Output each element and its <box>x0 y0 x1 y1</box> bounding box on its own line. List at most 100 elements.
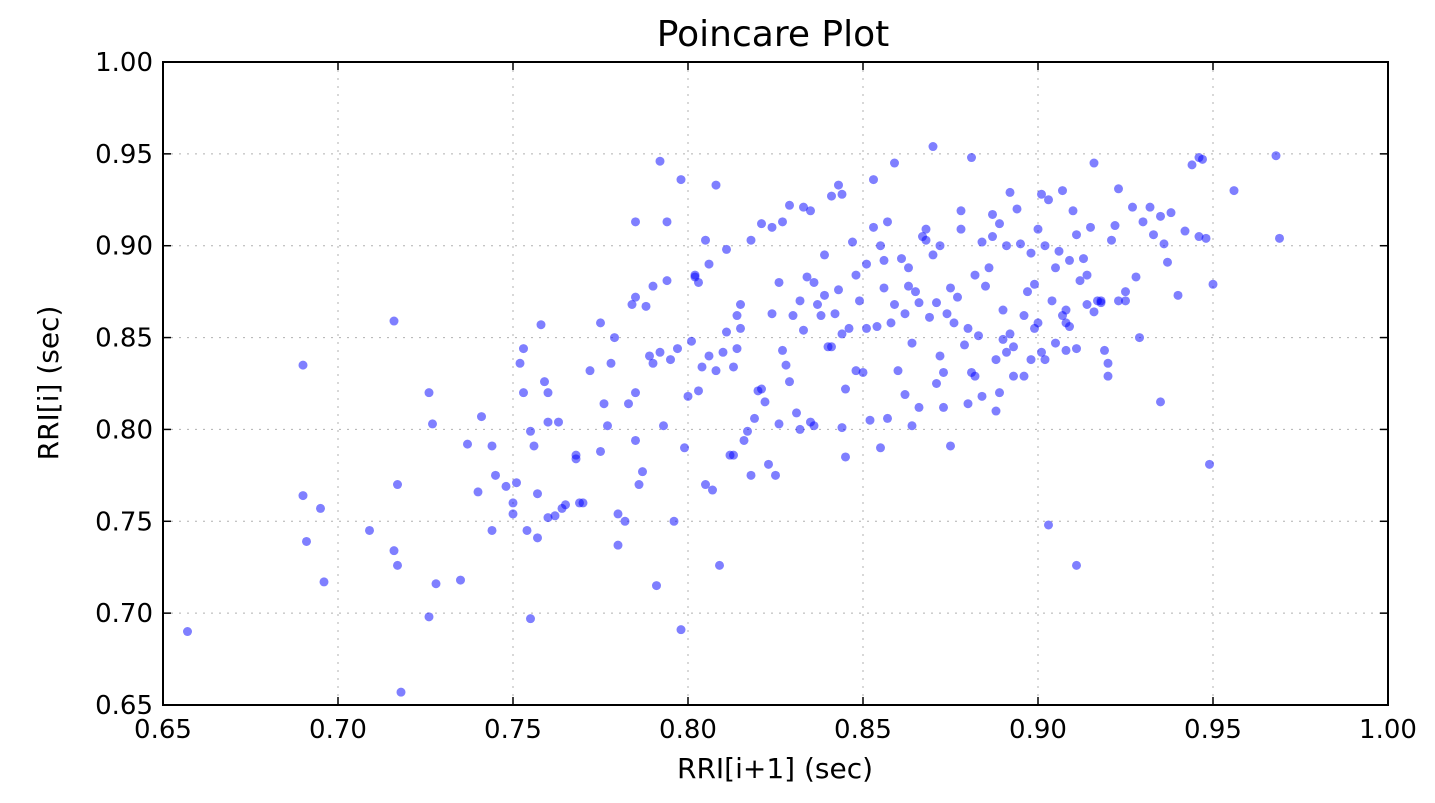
data-point <box>774 277 784 287</box>
data-point <box>508 498 518 508</box>
data-point <box>645 351 654 361</box>
data-point <box>183 627 192 637</box>
data-point <box>813 300 822 310</box>
data-point <box>841 384 850 394</box>
data-point <box>1103 371 1113 381</box>
data-point <box>655 156 665 166</box>
data-point <box>949 318 959 328</box>
data-point <box>1012 204 1022 214</box>
data-point <box>561 500 570 510</box>
y-axis-label: RRI[i] (sec) <box>32 306 65 461</box>
data-point <box>606 358 616 368</box>
data-point <box>610 333 619 343</box>
data-point <box>851 270 861 280</box>
data-point <box>1019 371 1029 381</box>
data-point <box>806 206 815 216</box>
data-point <box>1005 329 1015 339</box>
data-point <box>648 281 658 291</box>
data-point <box>298 360 308 370</box>
data-point <box>785 200 794 210</box>
data-point <box>764 459 773 469</box>
data-point <box>767 222 777 232</box>
data-point <box>1163 257 1172 267</box>
data-point <box>865 415 875 425</box>
data-point <box>533 489 542 499</box>
data-point <box>799 325 808 335</box>
data-point <box>1044 520 1053 530</box>
data-point <box>792 408 801 418</box>
data-point <box>1166 208 1176 218</box>
x-axis-label: RRI[i+1] (sec) <box>677 752 873 785</box>
data-point <box>1173 290 1183 300</box>
data-point <box>1058 186 1067 196</box>
data-point <box>519 388 528 398</box>
data-point <box>694 386 703 396</box>
data-point <box>680 443 689 453</box>
data-point <box>533 533 542 543</box>
data-point <box>1205 459 1214 469</box>
data-point <box>732 311 742 321</box>
data-point <box>981 281 990 291</box>
data-point <box>739 435 749 445</box>
data-point <box>1072 230 1081 240</box>
data-point <box>732 344 742 354</box>
data-point <box>393 480 402 490</box>
x-tick-label: 0.90 <box>1009 715 1067 745</box>
data-point <box>977 391 987 401</box>
data-point <box>529 441 539 451</box>
data-point <box>935 351 945 361</box>
data-point <box>1089 158 1099 168</box>
data-point <box>932 298 941 308</box>
data-point <box>424 388 434 398</box>
data-point <box>781 360 791 370</box>
data-point <box>1107 235 1116 245</box>
y-tick-label: 0.85 <box>95 324 153 354</box>
data-point <box>907 421 917 431</box>
y-tick-label: 0.75 <box>95 507 153 537</box>
data-point <box>508 509 518 519</box>
data-point <box>1051 338 1060 348</box>
data-point <box>921 224 931 234</box>
data-point <box>526 614 535 624</box>
data-point <box>673 344 682 354</box>
x-tick-label: 1.00 <box>1359 715 1417 745</box>
data-point <box>1030 279 1039 289</box>
data-point <box>809 421 819 431</box>
data-point <box>515 358 525 368</box>
data-point <box>704 351 714 361</box>
data-point <box>1159 239 1169 249</box>
data-point <box>788 311 798 321</box>
data-point <box>778 345 787 355</box>
data-point <box>1019 311 1029 321</box>
data-point <box>319 577 329 587</box>
data-point <box>953 292 962 302</box>
data-point <box>613 509 623 519</box>
data-point <box>746 235 756 245</box>
y-tick-label: 0.90 <box>95 232 153 262</box>
data-point <box>701 480 710 490</box>
data-point <box>1051 263 1060 273</box>
data-point <box>718 347 728 357</box>
data-point <box>914 298 924 308</box>
data-point <box>862 259 871 269</box>
data-point <box>991 355 1001 365</box>
data-point <box>1072 344 1081 354</box>
data-point <box>393 560 402 570</box>
data-point <box>963 399 973 409</box>
data-point <box>1065 322 1074 332</box>
data-point <box>1033 318 1043 328</box>
data-point <box>711 180 721 190</box>
data-point <box>298 491 308 501</box>
data-point <box>928 142 938 152</box>
data-point <box>1135 333 1144 343</box>
data-point <box>1040 355 1050 365</box>
data-point <box>662 217 672 227</box>
data-point <box>655 347 665 357</box>
data-point <box>473 487 483 497</box>
data-point <box>1100 345 1109 355</box>
data-point <box>729 362 738 372</box>
data-point <box>554 417 563 427</box>
data-point <box>522 525 532 535</box>
data-point <box>389 316 399 326</box>
